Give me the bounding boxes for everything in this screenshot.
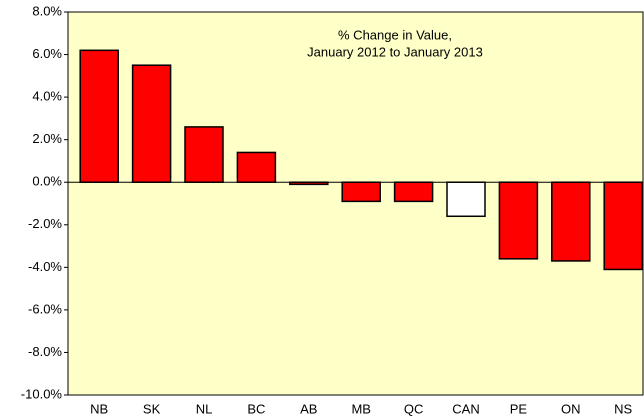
bar: [79, 49, 119, 183]
x-tick-label: ON: [561, 401, 581, 416]
x-tick-label: MB: [351, 401, 371, 416]
chart-title: January 2012 to January 2013: [307, 44, 483, 59]
y-tick-label: -4.0%: [28, 259, 62, 274]
y-tick-label: -6.0%: [28, 301, 62, 316]
bar: [551, 181, 591, 262]
bar: [184, 126, 224, 183]
x-tick-label: BC: [247, 401, 265, 416]
x-tick-label: PE: [510, 401, 528, 416]
x-tick-label: AB: [300, 401, 317, 416]
bar: [446, 181, 486, 218]
x-tick-label: QC: [404, 401, 424, 416]
y-tick-label: 4.0%: [32, 89, 62, 104]
bar: [131, 64, 172, 183]
y-tick-label: 2.0%: [32, 131, 62, 146]
bar: [603, 181, 643, 271]
y-tick-label: 6.0%: [32, 46, 62, 61]
y-tick-label: 0.0%: [32, 174, 62, 189]
x-tick-label: NB: [90, 401, 108, 416]
x-tick-label: SK: [143, 401, 161, 416]
bar: [498, 181, 539, 260]
chart-title: % Change in Value,: [338, 27, 452, 42]
bar: [236, 151, 277, 183]
y-tick-label: -10.0%: [21, 386, 63, 401]
bar: [341, 181, 381, 203]
y-tick-label: -8.0%: [28, 344, 62, 359]
bar: [393, 181, 434, 203]
x-tick-label: CAN: [452, 401, 479, 416]
y-tick-label: 8.0%: [32, 3, 62, 18]
x-tick-label: NL: [196, 401, 213, 416]
y-tick-label: -2.0%: [28, 216, 62, 231]
x-tick-label: NS: [614, 401, 632, 416]
